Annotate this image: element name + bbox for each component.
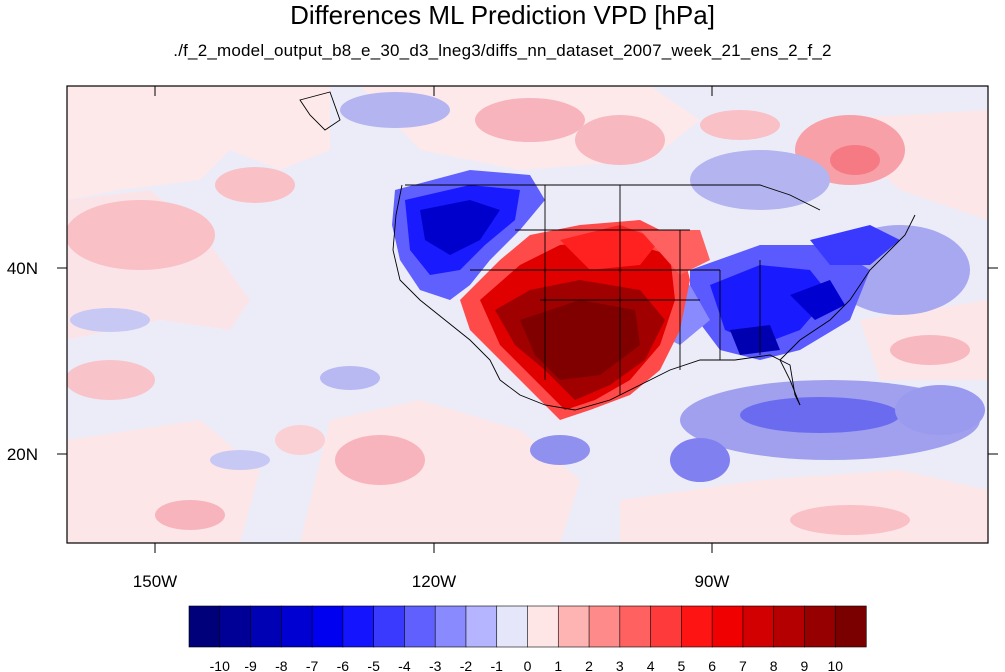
colorbar-label: -1 (491, 658, 504, 672)
colorbar-label: 2 (585, 658, 593, 672)
colorbar-swatch (311, 605, 344, 648)
colorbar-swatch (804, 605, 836, 648)
colorbar-label: 8 (770, 658, 778, 672)
colorbar-label: 1 (554, 658, 562, 672)
colorbar-swatch (588, 605, 621, 648)
colorbar-swatch (281, 605, 313, 648)
colorbar-label: 5 (677, 658, 685, 672)
colorbar-label: -8 (275, 658, 288, 672)
map-title: Differences ML Prediction VPD [hPa] (290, 0, 715, 30)
colorbar-label: -9 (244, 658, 257, 672)
colorbar-swatch (434, 605, 467, 648)
colorbar-label: 3 (616, 658, 624, 672)
map-subtitle: ./f_2_model_output_b8_e_30_d3_lneg3/diff… (173, 41, 832, 60)
colorbar-swatch (404, 605, 436, 648)
colorbar-swatch (527, 605, 559, 648)
colorbar-label: -7 (306, 658, 319, 672)
colorbar-swatch (773, 605, 806, 648)
colorbar-label: 4 (647, 658, 655, 672)
colorbar-swatch (711, 605, 744, 648)
colorbar-swatch (342, 605, 375, 648)
colorbar-label: -10 (210, 658, 230, 672)
colorbar-label: -4 (398, 658, 411, 672)
lat-label-20n: 20N (7, 445, 38, 464)
colorbar-label: 0 (524, 658, 532, 672)
colorbar-swatch (496, 605, 529, 648)
colorbar: -10 -9 -8 -7 -6 -5 -4 -3 -2 -1 0 1 2 3 4 5 6 7 8 9 10 (188, 605, 867, 672)
lat-label-40n: 40N (7, 259, 38, 278)
colorbar-label: -2 (460, 658, 473, 672)
axis-ticks (57, 86, 998, 553)
colorbar-swatch (188, 605, 221, 648)
colorbar-label: 6 (708, 658, 716, 672)
colorbar-swatch (650, 605, 682, 648)
lon-label-90w: 90W (695, 572, 730, 591)
colorbar-swatch (619, 605, 652, 648)
colorbar-label: 10 (827, 658, 843, 672)
colorbar-label: 7 (739, 658, 747, 672)
colorbar-label: -3 (429, 658, 442, 672)
lon-label-120w: 120W (412, 572, 456, 591)
colorbar-swatch (465, 605, 498, 648)
colorbar-swatch (250, 605, 282, 648)
map-boundaries (299, 91, 916, 411)
colorbar-label: -5 (367, 658, 380, 672)
colorbar-label: 9 (801, 658, 809, 672)
colorbar-swatch (742, 605, 775, 648)
colorbar-swatch (834, 605, 867, 648)
colorbar-swatch (681, 605, 713, 648)
colorbar-swatch (373, 605, 406, 648)
map-field (67, 86, 988, 543)
colorbar-swatch (219, 605, 252, 648)
lon-label-150w: 150W (133, 572, 177, 591)
map-frame (66, 85, 989, 544)
colorbar-swatch (557, 605, 590, 648)
colorbar-label: -6 (337, 658, 350, 672)
